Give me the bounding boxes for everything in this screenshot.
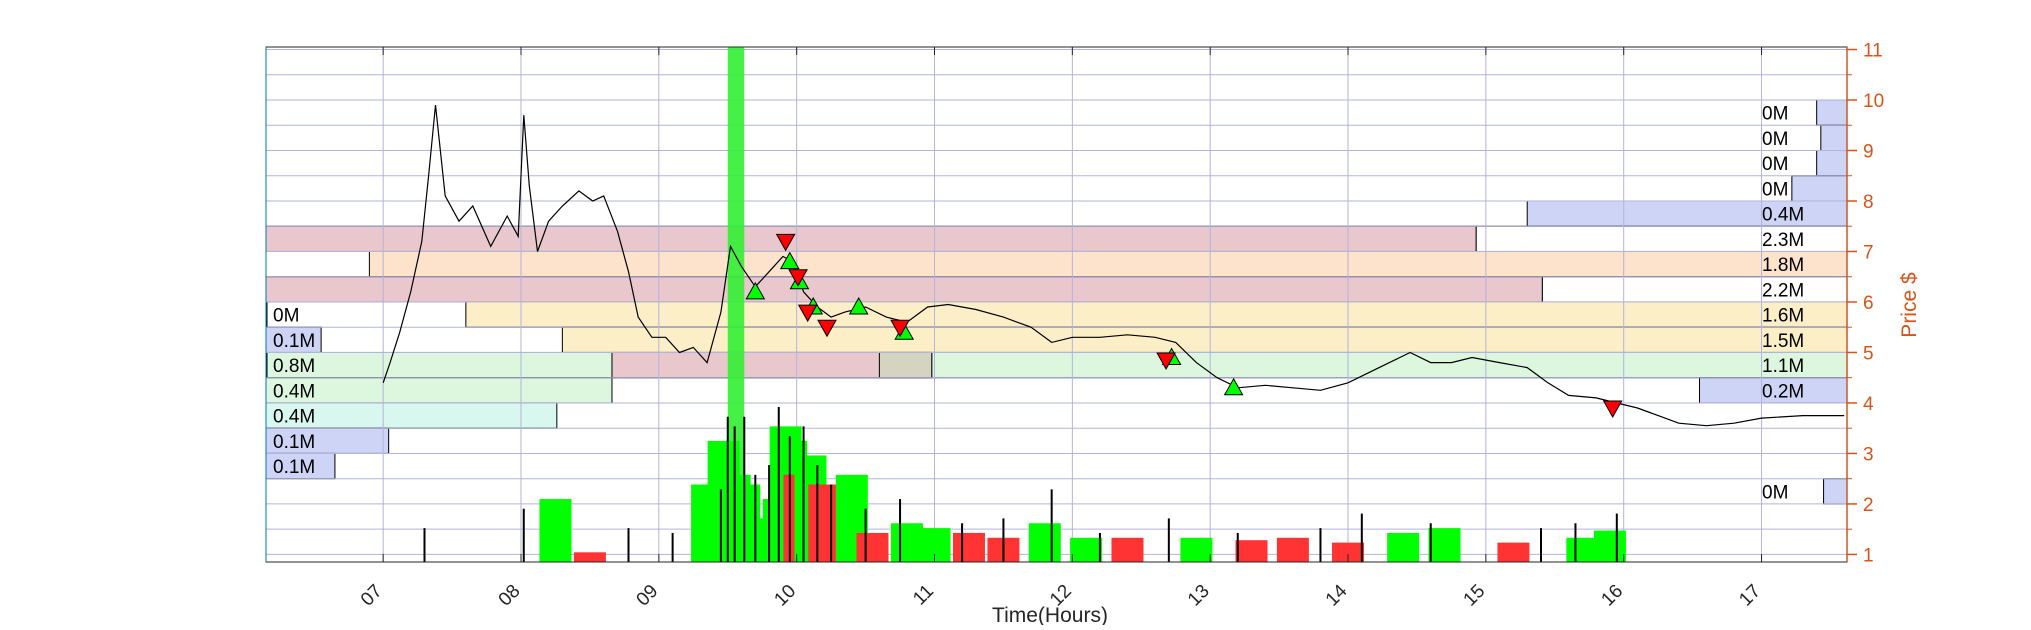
volume-profile-label: 0M bbox=[1762, 179, 1788, 200]
volume-profile-bar bbox=[265, 351, 1848, 379]
volume-bar bbox=[1428, 528, 1461, 562]
buy-signal-marker bbox=[779, 251, 800, 270]
volume-profile-bar bbox=[465, 301, 1848, 328]
y-tick-label: 10 bbox=[1863, 91, 1884, 112]
x-tick-label: 16 bbox=[1597, 581, 1627, 611]
trade-signals bbox=[745, 233, 1623, 419]
volume-profile-bar-overlap bbox=[878, 351, 933, 379]
volume-bar bbox=[952, 532, 985, 562]
x-tick-label: 15 bbox=[1460, 581, 1490, 611]
x-tick-label: 10 bbox=[770, 581, 800, 611]
volume-bar bbox=[808, 484, 841, 562]
y-tick-label: 3 bbox=[1863, 444, 1874, 465]
y-tick-label: 5 bbox=[1863, 343, 1874, 364]
volume-bar bbox=[1180, 537, 1213, 562]
volume-bar bbox=[1387, 532, 1420, 562]
volume-bar bbox=[573, 552, 606, 562]
y-tick-label: 6 bbox=[1863, 293, 1874, 314]
highlight-band bbox=[727, 47, 745, 562]
y-tick-label: 9 bbox=[1863, 142, 1874, 163]
volume-profile-left-label: 0.4M bbox=[273, 407, 315, 428]
volume-profile-label: 1.5M bbox=[1762, 331, 1804, 352]
sell-signal-marker bbox=[1156, 352, 1176, 371]
price-line bbox=[382, 105, 1845, 427]
volume-profile-bar bbox=[1816, 150, 1848, 177]
y-tick-label: 2 bbox=[1863, 495, 1874, 516]
volume-bar bbox=[856, 532, 889, 562]
x-axis-label: Time(Hours) bbox=[992, 604, 1108, 625]
volume-bar bbox=[1566, 537, 1599, 562]
volume-bars bbox=[423, 407, 1626, 562]
y-axis-label: Price $ bbox=[1898, 272, 1921, 338]
volume-profile-bar bbox=[1820, 124, 1848, 152]
volume-profile-left-label: 0.4M bbox=[273, 381, 315, 402]
volume-profile-label: 0M bbox=[1762, 104, 1788, 125]
x-tick-label: 07 bbox=[357, 581, 387, 611]
volume-profile-left-bar bbox=[265, 377, 613, 404]
volume-profile-label: 1.6M bbox=[1762, 306, 1804, 327]
volume-profile-label: 0.4M bbox=[1762, 205, 1804, 226]
volume-profile-bar bbox=[561, 326, 1848, 353]
volume-bar bbox=[1111, 537, 1144, 562]
x-tick-label: 14 bbox=[1322, 580, 1352, 610]
axes bbox=[265, 46, 1857, 563]
buy-signal-marker bbox=[848, 297, 869, 315]
sell-signal-marker bbox=[797, 304, 818, 323]
volume-profile-left-label: 0.1M bbox=[273, 457, 315, 478]
x-tick-label: 17 bbox=[1735, 581, 1765, 611]
volume-profile-label: 0.2M bbox=[1762, 381, 1804, 402]
volume-profile-left bbox=[265, 301, 613, 480]
volume-bar bbox=[1070, 537, 1103, 562]
volume-profile-bar bbox=[265, 225, 1477, 252]
volume-profile-label: 1.1M bbox=[1762, 356, 1804, 377]
volume-profile-bar bbox=[1699, 377, 1848, 404]
volume-bar bbox=[890, 523, 923, 562]
volume-profile-left-label: 0.1M bbox=[273, 331, 315, 352]
sell-signal-marker bbox=[788, 269, 808, 287]
volume-profile-bar bbox=[1816, 99, 1848, 126]
volume-profile-labels: 0M 0M 0M 0M 0.4M 2.3M 1.8M 2.2M 1.6M 1.5M 1.1M 0.2M… bbox=[273, 104, 1804, 504]
volume-profile-bar-remainder bbox=[1541, 276, 1848, 303]
volume-profile-left-label: 0.1M bbox=[273, 432, 315, 453]
volume-profile-label: 0M bbox=[1762, 154, 1788, 175]
volume-profile-label: 1.8M bbox=[1762, 255, 1804, 276]
volume-bar bbox=[539, 499, 572, 562]
volume-profile-bar bbox=[265, 276, 1543, 303]
volume-profile-bar bbox=[1791, 175, 1848, 202]
y-tick-label: 8 bbox=[1863, 192, 1874, 213]
y-tick-label: 1 bbox=[1863, 545, 1874, 566]
volume-bar bbox=[1235, 540, 1268, 562]
x-tick-label: 09 bbox=[633, 581, 663, 611]
y-tick-label: 4 bbox=[1863, 394, 1874, 415]
volume-bar bbox=[1593, 530, 1626, 562]
x-tick-label: 13 bbox=[1184, 581, 1214, 611]
sell-signal-marker bbox=[890, 319, 910, 338]
volume-profile-bar bbox=[1823, 478, 1848, 505]
buy-signal-marker bbox=[745, 281, 766, 300]
highlight-band-rect bbox=[727, 47, 745, 562]
volume-bar bbox=[1332, 542, 1365, 562]
sell-signal-marker bbox=[775, 233, 796, 252]
sell-signal-marker bbox=[817, 319, 837, 338]
volume-profile-bar bbox=[368, 250, 1848, 278]
volume-bar bbox=[1276, 537, 1309, 562]
volume-profile-label: 0M bbox=[1762, 129, 1788, 150]
volume-profile-label: 2.2M bbox=[1762, 280, 1804, 301]
volume-profile-label: 2.3M bbox=[1762, 230, 1804, 251]
volume-bar bbox=[1497, 542, 1530, 562]
volume-profile-left-label: 0.8M bbox=[273, 356, 315, 377]
volume-profile-label: 0M bbox=[1762, 482, 1788, 503]
x-tick-label: 08 bbox=[495, 581, 525, 611]
sell-signal-marker bbox=[1602, 400, 1623, 419]
y-tick-label: 11 bbox=[1863, 41, 1883, 62]
buy-signal-marker bbox=[1223, 377, 1244, 396]
x-tick-label: 11 bbox=[909, 581, 938, 610]
volume-bar bbox=[1028, 523, 1061, 562]
price-series bbox=[382, 105, 1845, 427]
volume-profile-left-label: 0M bbox=[273, 306, 299, 327]
y-tick-label: 7 bbox=[1863, 242, 1874, 263]
